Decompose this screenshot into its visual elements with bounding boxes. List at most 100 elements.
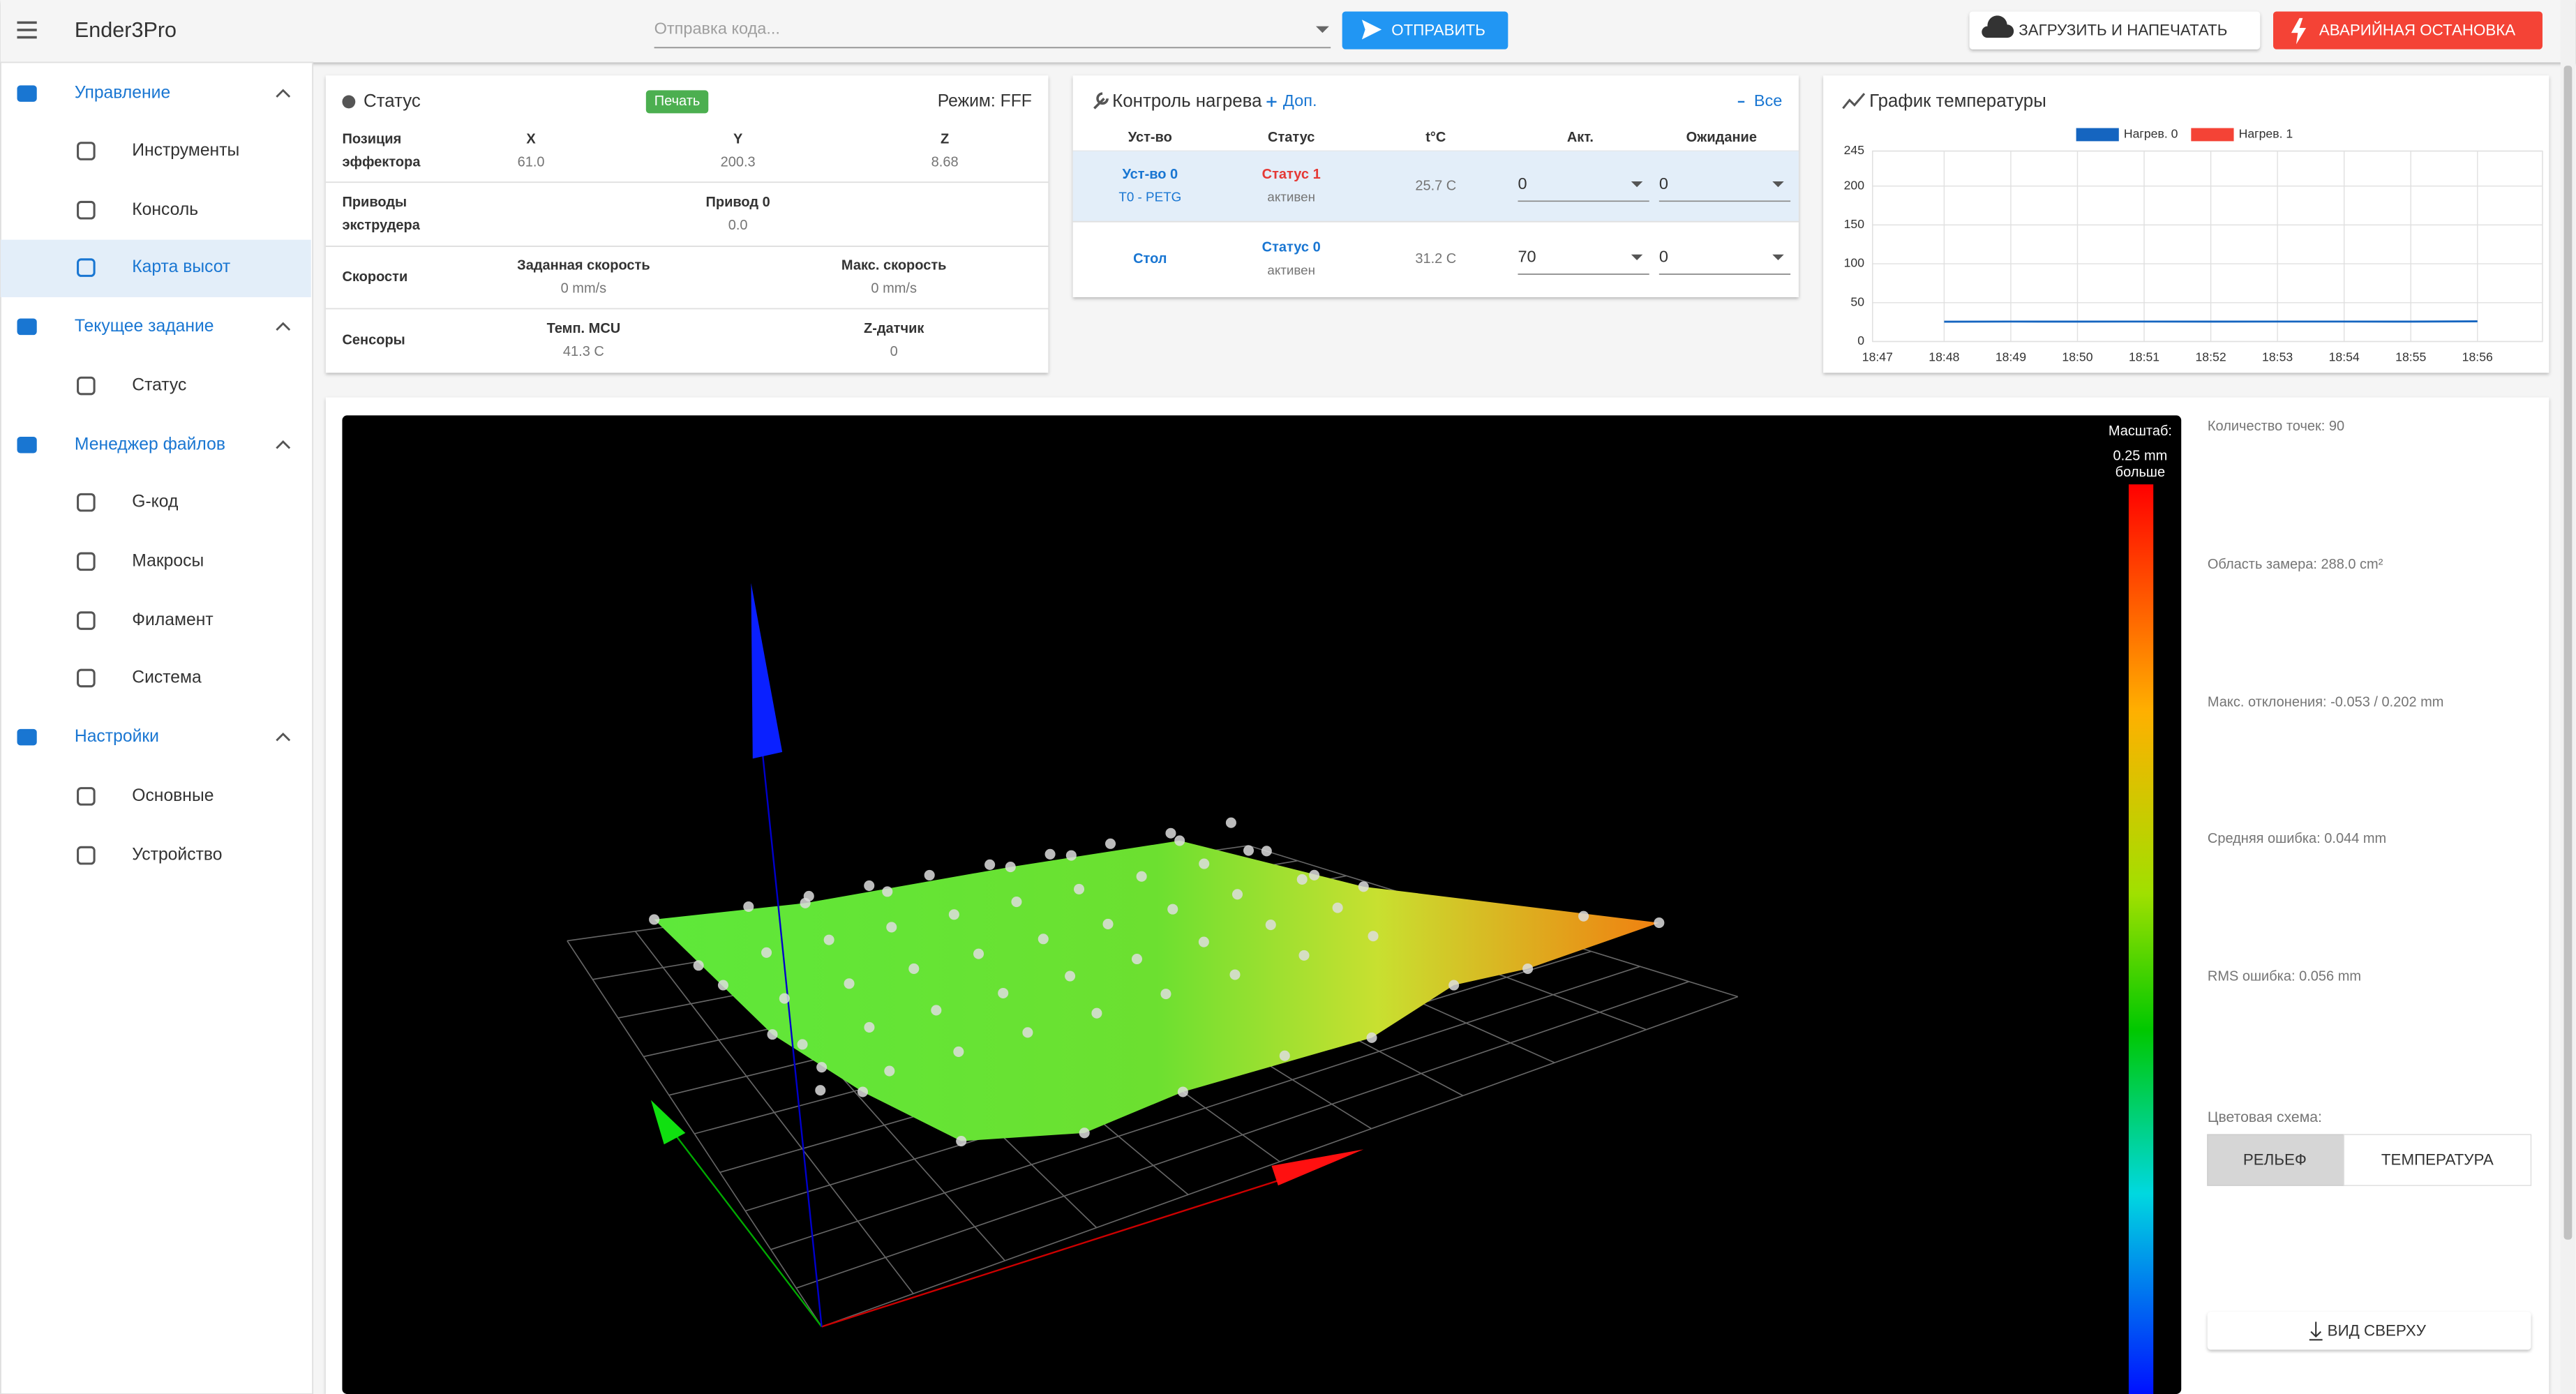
probe-point (797, 1039, 808, 1050)
nav-item[interactable]: Основные (132, 786, 214, 805)
code-input[interactable]: Отправка кода... (654, 20, 780, 38)
probe-point (1198, 936, 1209, 947)
scheme-button[interactable] (2343, 1134, 2532, 1186)
probe-point (1167, 904, 1178, 915)
legend-label: Нагрев. 0 (2124, 127, 2178, 141)
item-icon (77, 200, 96, 220)
emergency-button[interactable]: АВАРИЙНАЯ ОСТАНОВКА (2273, 11, 2543, 50)
nav-item[interactable]: Филамент (132, 610, 213, 629)
x-tick-label: 18:54 (2329, 350, 2360, 364)
active-input[interactable]: 0 (1518, 174, 1527, 193)
mode: Режим: FFF (938, 91, 1032, 110)
probe-point (931, 1005, 942, 1016)
upload-label: ЗАГРУЗИТЬ И НАПЕЧАТАТЬ (2019, 22, 2227, 39)
group-title[interactable]: Менеджер файлов (75, 435, 225, 454)
cell-name: X (526, 131, 536, 147)
heater-status[interactable]: Статус 1 (1262, 167, 1321, 182)
top-view-label: ВИД СВЕРХУ (2328, 1321, 2427, 1339)
group-title[interactable]: Управление (75, 84, 170, 103)
upload-button[interactable]: ЗАГРУЗИТЬ И НАПЕЧАТАТЬ (1969, 11, 2261, 50)
probe-point (1654, 917, 1665, 929)
cell-name: Заданная скорость (517, 258, 650, 273)
dropdown-icon[interactable] (1772, 181, 1784, 188)
probe-point (1038, 934, 1049, 945)
standby-input[interactable]: 0 (1659, 248, 1668, 266)
probe-point (767, 1029, 778, 1040)
probe-point (823, 934, 834, 945)
probe-point (857, 1086, 869, 1097)
x-tick-label: 18:47 (1862, 350, 1893, 364)
column-header: Статус (1268, 130, 1315, 145)
status-table: Позиция эффектора X 61.0 Y 200.3 Z 8.68 Приводы э… (325, 131, 1049, 359)
nav-item[interactable]: Карта высот (132, 257, 230, 276)
scheme-label: Цветовая схема: (2208, 1109, 2322, 1125)
active-input[interactable]: 70 (1518, 248, 1536, 266)
extra-link[interactable]: Доп. (1283, 91, 1317, 110)
standby-input[interactable]: 0 (1659, 174, 1668, 193)
top-view-button[interactable]: ВИД СВЕРХУ (2207, 1312, 2531, 1350)
y-tick-label: 50 (1850, 294, 1864, 308)
item-icon (77, 493, 96, 512)
device-sub: T0 - PETG (1118, 190, 1181, 204)
cell-value: 8.68 (931, 154, 959, 170)
send-button[interactable]: ОТПРАВИТЬ (1342, 11, 1508, 50)
chevron[interactable] (276, 732, 291, 742)
nav-item[interactable]: Консоль (132, 200, 198, 219)
plus-icon[interactable] (1266, 96, 1277, 107)
legend-swatch (2076, 128, 2119, 142)
probe-point (1578, 910, 1589, 922)
nav-item[interactable]: Система (132, 668, 202, 687)
scheme-toggle: РЕЛЬЕФ ТЕМПЕРАТУРА (2207, 1134, 2532, 1186)
mesh-3d (567, 583, 1739, 1328)
probe-point (803, 890, 814, 901)
app-title: Ender3Pro (75, 18, 177, 42)
probe-point (948, 909, 959, 920)
row-label: Приводы (342, 195, 407, 210)
item-icon (77, 846, 96, 865)
cell-value: 0 mm/s (871, 280, 917, 296)
item-icon (77, 611, 96, 630)
group-title[interactable]: Текущее задание (75, 317, 214, 336)
nav-item[interactable]: Макросы (132, 551, 204, 570)
probe-point (693, 960, 704, 971)
axis-x-cone (1271, 1149, 1364, 1186)
group-title[interactable]: Настройки (75, 727, 159, 746)
dropdown-icon[interactable] (1772, 254, 1784, 261)
heater-status[interactable]: Статус 0 (1262, 240, 1321, 255)
column-header: Уст-во (1128, 130, 1172, 145)
probe-point (815, 1085, 826, 1096)
device[interactable]: Уст-во 0 (1122, 167, 1178, 182)
probe-point (779, 993, 790, 1004)
device[interactable]: Стол (1133, 251, 1167, 267)
nav-item[interactable]: Инструменты (132, 141, 239, 160)
group-icon (17, 85, 37, 102)
dropdown-icon[interactable] (1631, 181, 1643, 188)
probe-point (1022, 1027, 1033, 1038)
chevron[interactable] (276, 322, 291, 331)
probe-point (1005, 862, 1016, 873)
dropdown-icon[interactable] (1316, 26, 1329, 33)
probe-point (1065, 970, 1076, 982)
mesh-grid (821, 996, 1739, 1328)
cell-value: 200.3 (721, 154, 756, 170)
active-item (0, 239, 311, 297)
chevron[interactable] (276, 89, 291, 98)
dropdown-icon[interactable] (1631, 254, 1643, 261)
nav-item[interactable]: Статус (132, 376, 186, 395)
probe-point (998, 987, 1009, 999)
probe-point (1243, 845, 1255, 856)
scrollbar-thumb[interactable] (2563, 66, 2573, 1240)
probe-point (1079, 1127, 1090, 1139)
cell-value: 0.0 (728, 218, 748, 233)
column-header: t°C (1425, 130, 1446, 145)
probe-point (908, 963, 920, 974)
chevron[interactable] (276, 440, 291, 449)
emergency-label: АВАРИЙНАЯ ОСТАНОВКА (2319, 22, 2515, 39)
legend-label: Нагрев. 1 (2239, 127, 2293, 141)
item-icon (77, 376, 96, 396)
all-link[interactable]: Все (1754, 91, 1783, 110)
menu-icon[interactable] (17, 21, 37, 39)
nav-item[interactable]: G-код (132, 493, 178, 511)
nav-item[interactable]: Устройство (132, 846, 222, 864)
